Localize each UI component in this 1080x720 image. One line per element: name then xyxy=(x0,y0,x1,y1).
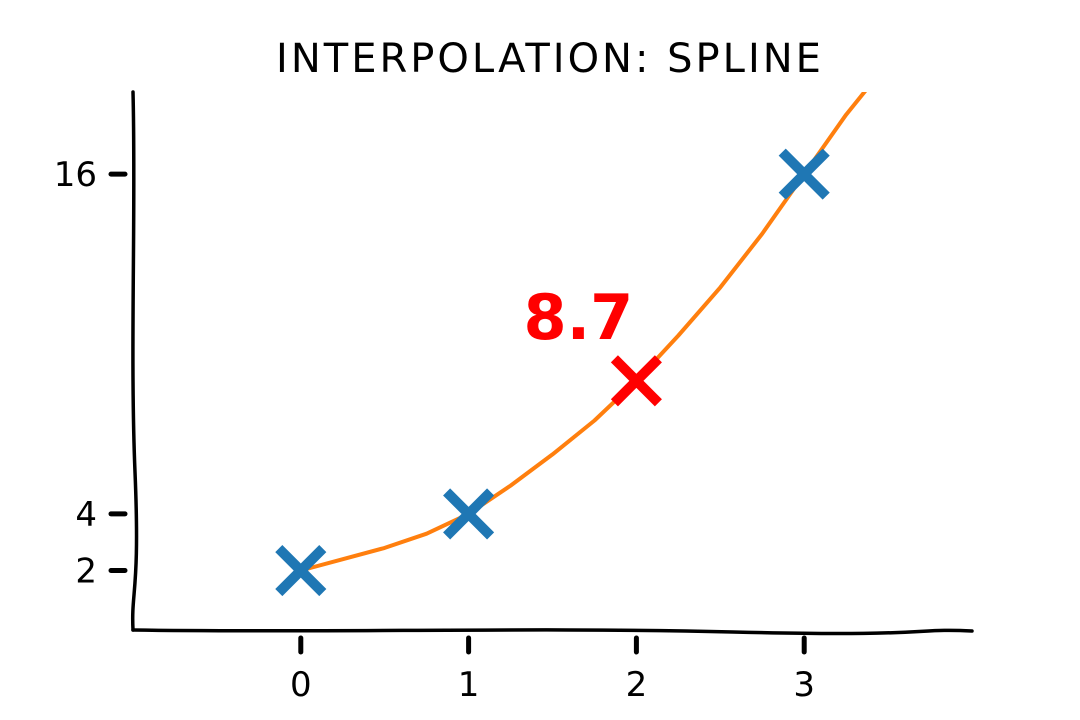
chart-title: INTERPOLATION: SPLINE xyxy=(276,36,824,82)
data-point-marker xyxy=(275,545,327,597)
x-tick-label: 1 xyxy=(458,665,480,705)
y-tick-label: 2 xyxy=(75,552,97,592)
data-point-marker xyxy=(778,148,830,200)
x-axis-line xyxy=(131,628,974,636)
plot-area xyxy=(275,92,868,597)
axes: 0 1 2 3 2 4 16 xyxy=(54,90,974,705)
x-tick-label: 0 xyxy=(290,665,312,705)
data-point-marker xyxy=(443,488,495,540)
y-tick-label: 4 xyxy=(75,495,97,535)
y-axis-line xyxy=(130,90,139,632)
x-tick-label: 3 xyxy=(793,665,815,705)
interpolated-point-marker xyxy=(610,355,662,407)
annotation-label: 8.7 xyxy=(523,281,633,354)
y-tick-label: 16 xyxy=(54,155,97,195)
annotations: 8.7 xyxy=(523,281,633,354)
x-tick-label: 2 xyxy=(626,665,648,705)
